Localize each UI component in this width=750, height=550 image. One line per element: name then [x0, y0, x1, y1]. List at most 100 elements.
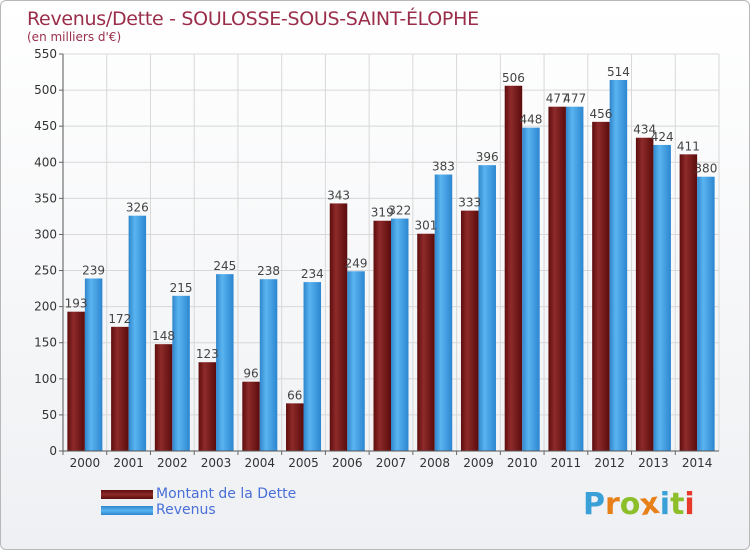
data-label-dette-2013: 434 [633, 123, 656, 137]
data-label-revenus-2008: 383 [432, 160, 455, 174]
bar-revenus-2014 [697, 176, 715, 451]
x-tick-label: 2011 [551, 456, 582, 470]
bar-dette-2006 [329, 203, 348, 451]
bar-dette-2011 [548, 106, 566, 452]
x-tick-label: 2002 [157, 456, 188, 470]
bar-revenus-2009 [478, 165, 496, 451]
x-tick-label: 2007 [376, 456, 407, 470]
bar-revenus-2013 [653, 144, 671, 451]
data-label-dette-2011: 477 [546, 92, 569, 106]
bar-dette-2009 [460, 210, 479, 451]
bar-dette-2003 [198, 362, 217, 451]
data-label-revenus-2002: 215 [170, 281, 193, 295]
y-tick-label: 500 [34, 83, 57, 97]
y-tick-label: 300 [34, 227, 57, 241]
bar-dette-2005 [286, 403, 304, 451]
data-label-revenus-2013: 424 [651, 130, 674, 144]
data-label-revenus-2004: 238 [257, 264, 280, 278]
bar-dette-2001 [111, 326, 129, 451]
bar-revenus-2012 [609, 79, 628, 452]
legend-label-dette: Montant de la Dette [156, 486, 297, 502]
y-tick-label: 550 [34, 47, 57, 61]
data-label-dette-2001: 172 [108, 312, 131, 326]
bar-dette-2004 [242, 381, 260, 451]
x-tick-label: 2001 [113, 456, 144, 470]
bar-dette-2002 [154, 344, 173, 451]
data-label-revenus-2006: 249 [345, 256, 368, 270]
bar-revenus-2005 [303, 282, 322, 451]
logo-letter: i [659, 487, 671, 522]
bar-revenus-2003 [216, 274, 234, 451]
y-tick-label: 200 [34, 300, 57, 314]
data-label-dette-2008: 301 [415, 219, 438, 233]
data-label-dette-2007: 319 [371, 206, 394, 220]
x-tick-label: 2004 [245, 456, 276, 470]
bar-dette-2010 [504, 85, 523, 451]
bar-dette-2008 [417, 233, 435, 451]
data-label-revenus-2014: 380 [694, 162, 717, 176]
y-tick-label: 250 [34, 264, 57, 278]
x-tick-label: 2012 [594, 456, 625, 470]
bar-revenus-2008 [434, 174, 453, 451]
data-label-dette-2012: 456 [589, 107, 612, 121]
legend-swatch-revenus [101, 506, 153, 515]
bar-revenus-2006 [347, 271, 365, 451]
y-tick-label: 450 [34, 119, 57, 133]
bar-revenus-2011 [565, 106, 584, 452]
x-tick-label: 2010 [507, 456, 538, 470]
bar-dette-2007 [373, 220, 391, 451]
data-label-dette-2002: 148 [152, 329, 175, 343]
legend-label-revenus: Revenus [156, 502, 216, 518]
y-tick-label: 150 [34, 336, 57, 350]
data-label-dette-2000: 193 [65, 297, 88, 311]
data-label-revenus-2011: 477 [563, 92, 586, 106]
data-label-dette-2006: 343 [327, 188, 350, 202]
data-label-revenus-2010: 448 [519, 113, 542, 127]
data-label-dette-2003: 123 [196, 347, 219, 361]
data-label-revenus-2003: 245 [213, 259, 236, 273]
bar-dette-2013 [635, 137, 654, 452]
logo-letter: x [638, 485, 663, 524]
data-label-dette-2010: 506 [502, 71, 525, 85]
bar-revenus-2000 [84, 278, 103, 451]
proxiti-logo: Proxiti [583, 485, 695, 524]
x-tick-label: 2006 [332, 456, 363, 470]
bar-dette-2000 [67, 311, 85, 451]
bar-dette-2012 [592, 121, 610, 452]
logo-letter: t [670, 487, 685, 522]
logo-letter: i [684, 487, 695, 522]
y-tick-label: 100 [34, 372, 57, 386]
data-label-dette-2004: 96 [243, 367, 258, 381]
data-label-revenus-2005: 234 [301, 267, 324, 281]
bar-revenus-2010 [522, 127, 540, 451]
data-label-revenus-2007: 322 [388, 204, 411, 218]
y-tick-label: 350 [34, 191, 57, 205]
logo-letter: P [583, 487, 605, 522]
x-tick-label: 2008 [419, 456, 450, 470]
x-tick-label: 2003 [201, 456, 232, 470]
logo-letter: r [605, 487, 620, 522]
bar-revenus-2004 [259, 279, 278, 451]
bar-revenus-2001 [128, 215, 147, 451]
legend-swatch-dette [101, 490, 153, 499]
x-tick-label: 2009 [463, 456, 494, 470]
data-label-revenus-2000: 239 [82, 263, 105, 277]
chart-subtitle: (en milliers d'€) [27, 30, 122, 44]
y-tick-label: 50 [42, 408, 57, 422]
data-label-revenus-2009: 396 [476, 150, 499, 164]
bar-revenus-2007 [391, 218, 409, 451]
x-tick-label: 2005 [288, 456, 319, 470]
x-tick-label: 2013 [638, 456, 669, 470]
x-tick-label: 2014 [682, 456, 713, 470]
logo-letter: o [619, 487, 641, 522]
data-label-dette-2014: 411 [677, 139, 700, 153]
data-label-revenus-2012: 514 [607, 65, 630, 79]
x-tick-label: 2000 [70, 456, 101, 470]
data-label-dette-2009: 333 [458, 196, 481, 210]
bar-dette-2014 [679, 154, 698, 451]
y-tick-label: 400 [34, 155, 57, 169]
y-tick-label: 0 [49, 444, 57, 458]
data-label-dette-2005: 66 [287, 388, 302, 402]
